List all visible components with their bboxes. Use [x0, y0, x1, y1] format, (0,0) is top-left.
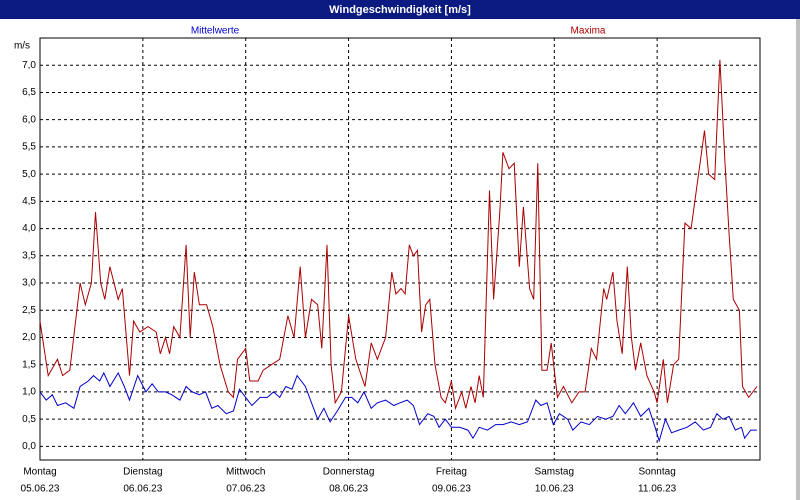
y-tick-label: 5,0 [22, 169, 36, 180]
y-tick-label: 2,5 [22, 305, 36, 316]
y-tick-label: 6,0 [22, 114, 36, 125]
legend-label: Maxima [570, 26, 605, 37]
legend-label: Mittelwerte [191, 26, 240, 37]
x-tick-date: 09.06.23 [432, 484, 471, 495]
chart-title: Windgeschwindigkeit [m/s] [329, 4, 471, 16]
x-tick-label: Sonntag [639, 467, 676, 478]
y-tick-label: 1,5 [22, 359, 36, 370]
y-tick-label: 0,5 [22, 414, 36, 425]
x-tick-date: 05.06.23 [21, 484, 60, 495]
y-tick-label: 3,5 [22, 250, 36, 261]
x-tick-label: Freitag [436, 467, 467, 478]
series-line [39, 371, 757, 443]
title-bar [0, 0, 800, 19]
frame-edge [796, 19, 800, 500]
y-tick-label: 1,0 [22, 387, 36, 398]
x-tick-label: Dienstag [123, 467, 162, 478]
x-tick-label: Mittwoch [226, 467, 265, 478]
y-tick-label: 6,5 [22, 87, 36, 98]
x-tick-date: 10.06.23 [535, 484, 574, 495]
x-tick-date: 06.06.23 [123, 484, 162, 495]
x-tick-label: Donnerstag [323, 467, 375, 478]
y-tick-label: 3,0 [22, 278, 36, 289]
series-line [39, 59, 758, 411]
x-tick-date: 11.06.23 [638, 484, 677, 495]
y-tick-label: 0,0 [22, 441, 36, 452]
plot-frame [39, 37, 761, 461]
y-tick-label: 2,0 [22, 332, 36, 343]
y-tick-label: 5,5 [22, 142, 36, 153]
x-tick-date: 08.06.23 [329, 484, 368, 495]
x-tick-label: Montag [23, 467, 56, 478]
y-unit: m/s [14, 41, 30, 52]
x-tick-date: 07.06.23 [226, 484, 265, 495]
y-tick-label: 7,0 [22, 60, 36, 71]
y-tick-label: 4,0 [22, 223, 36, 234]
y-tick-label: 4,5 [22, 196, 36, 207]
x-tick-label: Samstag [535, 467, 574, 478]
